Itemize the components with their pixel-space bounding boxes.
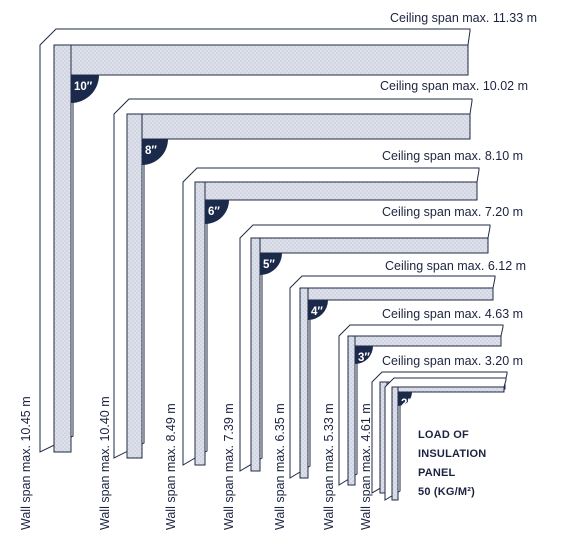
wall-span-label: Wall span max. 7.39 m <box>222 403 236 530</box>
panel-group <box>384 377 507 501</box>
thickness-label: 3″ <box>358 352 370 364</box>
wall-panel-face <box>194 181 206 466</box>
wall-span-label: Wall span max. 10.40 m <box>98 396 112 530</box>
panel-group <box>113 98 473 459</box>
ceiling-span-label: Ceiling span max. 8.10 m <box>382 149 523 163</box>
ceiling-panel-face <box>393 386 505 393</box>
wall-span-label: Wall span max. 10.45 m <box>19 396 33 530</box>
load-note-line: PANEL <box>418 467 456 479</box>
wall-panel-face <box>126 113 143 459</box>
ceiling-span-label: Ceiling span max. 10.02 m <box>380 79 528 93</box>
thickness-label: 5″ <box>263 259 275 271</box>
load-note-line: LOAD OF <box>418 429 469 441</box>
thickness-label: 6″ <box>208 206 220 218</box>
load-note-line: INSULATION <box>418 448 486 460</box>
thickness-badge <box>355 346 373 364</box>
load-note-line: 50 (KG/M²) <box>418 486 475 498</box>
panel-group <box>239 224 491 472</box>
ceiling-span-label: Ceiling span max. 7.20 m <box>382 205 523 219</box>
ceiling-span-label: Ceiling span max. 11.33 m <box>390 11 537 25</box>
thickness-badge <box>398 392 412 406</box>
ceiling-span-label: Ceiling span max. 3.20 m <box>382 354 523 368</box>
wall-panel-face <box>250 237 261 472</box>
wall-panel-face <box>299 287 309 479</box>
panel-group <box>182 167 480 466</box>
thickness-label: 10″ <box>74 81 93 93</box>
panel-group <box>289 275 496 479</box>
ceiling-panel-face <box>252 237 489 254</box>
ceiling-panel-face <box>128 113 471 140</box>
thickness-label: 2″ <box>401 398 413 410</box>
wall-panel-face <box>391 386 399 501</box>
thickness-label: 4″ <box>311 306 323 318</box>
ceiling-panel-face <box>196 181 478 201</box>
wall-span-label: Wall span max. 6.35 m <box>273 403 287 530</box>
thickness-badge <box>308 300 328 320</box>
thickness-badge <box>260 253 282 275</box>
thickness-badge <box>205 200 229 224</box>
wall-panel-face <box>347 335 356 486</box>
wall-span-label: Wall span max. 5.33 m <box>322 403 336 530</box>
ceiling-span-label: Ceiling span max. 6.12 m <box>385 259 526 273</box>
ceiling-span-label: Ceiling span max. 4.63 m <box>382 307 523 321</box>
wall-span-label: Wall span max. 8.49 m <box>164 403 178 530</box>
ceiling-panel-face <box>349 335 502 347</box>
thickness-label: 8″ <box>145 145 157 157</box>
panel-group <box>39 28 471 453</box>
thickness-badge <box>142 139 168 165</box>
wall-span-label: Wall span max. 4.61 m <box>359 403 373 530</box>
thickness-badge <box>71 75 99 103</box>
wall-panel-face <box>53 44 72 453</box>
panel-group <box>338 324 504 486</box>
ceiling-panel-face <box>301 287 494 301</box>
ceiling-panel-face <box>55 44 469 76</box>
